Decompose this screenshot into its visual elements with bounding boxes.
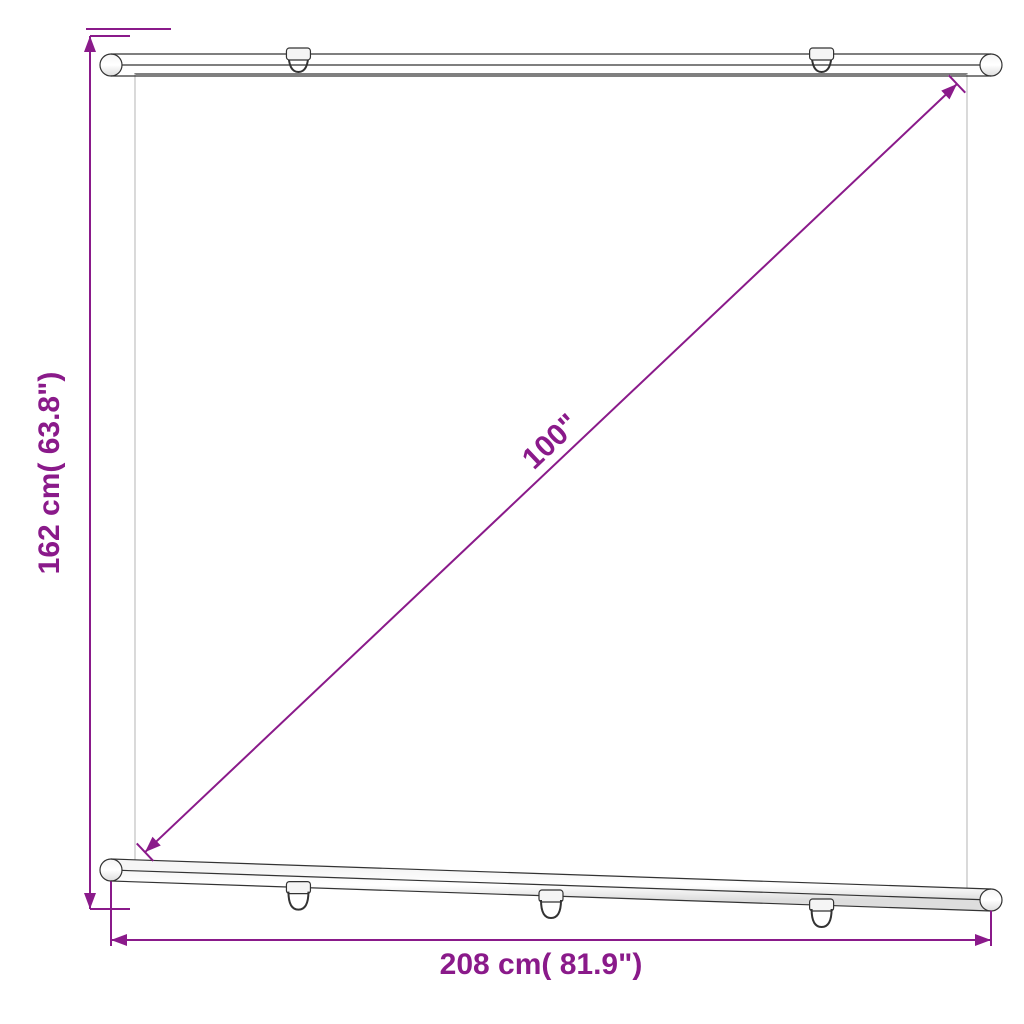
height-dimension-label: 162 cm( 63.8") xyxy=(33,371,67,574)
diagram-svg xyxy=(0,0,1024,1024)
dimension-diagram: 162 cm( 63.8") 208 cm( 81.9") 100" xyxy=(0,0,1024,1024)
width-dimension-label: 208 cm( 81.9") xyxy=(440,948,643,982)
